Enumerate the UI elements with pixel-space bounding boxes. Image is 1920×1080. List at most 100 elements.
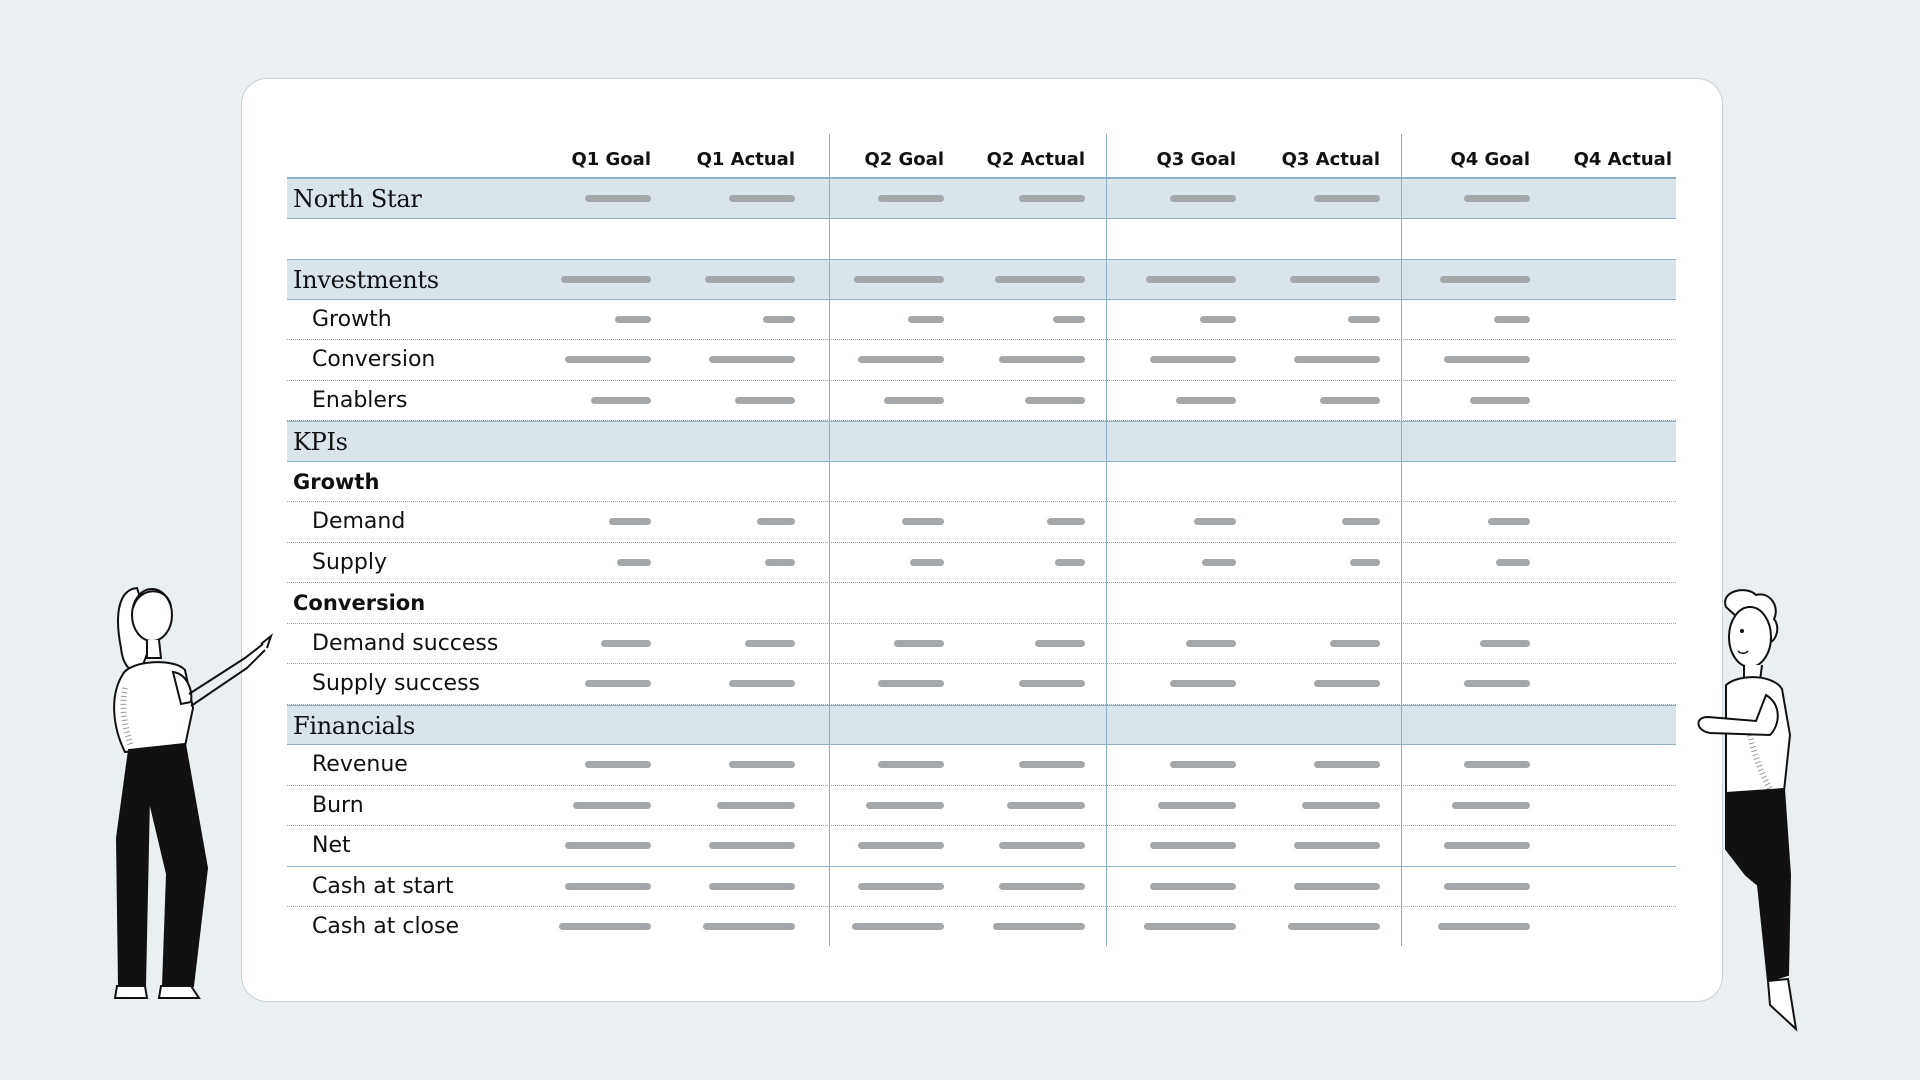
placeholder-bar	[1053, 315, 1085, 323]
placeholder-bar	[878, 195, 944, 202]
placeholder-bar	[615, 315, 651, 323]
table-row: Burn	[287, 786, 1676, 826]
placeholder-bar	[993, 923, 1085, 930]
column-header: Q3 Goal	[1156, 149, 1236, 170]
placeholder-bar	[894, 639, 944, 647]
row-label: Burn	[312, 792, 364, 818]
quarter-divider	[1401, 134, 1402, 946]
section-row: Investments	[287, 259, 1676, 300]
placeholder-bar	[709, 882, 795, 890]
placeholder-bar	[999, 842, 1085, 849]
placeholder-bar	[884, 396, 944, 404]
row-label: Supply success	[312, 671, 481, 696]
placeholder-bar	[1452, 801, 1530, 809]
placeholder-bar	[1314, 761, 1380, 768]
placeholder-bar	[1055, 558, 1085, 566]
placeholder-bar	[561, 276, 651, 283]
row-label: Demand success	[312, 630, 499, 656]
column-header: Q1 Actual	[696, 149, 795, 170]
placeholder-bar	[745, 639, 795, 647]
placeholder-bar	[1290, 276, 1380, 283]
row-label: Supply	[312, 549, 387, 575]
placeholder-bar	[852, 923, 944, 930]
placeholder-bar	[1150, 882, 1236, 890]
placeholder-bar	[729, 761, 795, 768]
placeholder-bar	[878, 761, 944, 768]
table-row: Net	[287, 826, 1676, 867]
placeholder-bar	[573, 801, 651, 809]
table-row: Supply success	[287, 664, 1676, 705]
placeholder-bar	[585, 761, 651, 768]
placeholder-bar	[1019, 761, 1085, 768]
column-header: Q4 Goal	[1450, 149, 1530, 170]
row-label: Growth	[312, 306, 392, 332]
placeholder-bar	[1170, 761, 1236, 768]
placeholder-bar	[703, 923, 795, 930]
placeholder-bar	[1200, 315, 1236, 323]
placeholder-bar	[1314, 195, 1380, 202]
placeholder-bar	[1302, 801, 1380, 809]
placeholder-bar	[1035, 639, 1085, 647]
section-row: Financials	[287, 704, 1676, 745]
placeholder-bar	[1470, 396, 1530, 404]
row-label: Cash at close	[312, 914, 460, 939]
placeholder-bar	[1350, 558, 1380, 566]
row-label: Demand	[312, 509, 406, 534]
spacer-row	[287, 219, 1676, 260]
placeholder-bar	[1480, 639, 1530, 647]
table-row: Revenue	[287, 745, 1676, 786]
table-row: Demand success	[287, 624, 1676, 664]
placeholder-bar	[1170, 680, 1236, 687]
person-holding-illustration	[1697, 589, 1798, 1032]
table-row: Cash at close	[287, 907, 1676, 948]
group-row: Growth	[287, 462, 1676, 502]
placeholder-bar	[866, 801, 944, 809]
placeholder-bar	[601, 639, 651, 647]
table-row: Enablers	[287, 381, 1676, 421]
placeholder-bar	[1444, 842, 1530, 849]
placeholder-bar	[1488, 518, 1530, 525]
row-label: Financials	[293, 711, 415, 740]
placeholder-bar	[609, 518, 651, 525]
placeholder-bar	[565, 842, 651, 849]
row-label: Investments	[293, 266, 439, 294]
row-label: Net	[312, 833, 351, 858]
placeholder-bar	[1494, 315, 1530, 323]
column-header: Q2 Goal	[864, 149, 944, 170]
quarter-divider	[829, 134, 830, 946]
placeholder-bar	[1288, 923, 1380, 930]
row-label: Revenue	[312, 752, 408, 777]
header-rule	[287, 177, 1676, 178]
placeholder-bar	[1170, 195, 1236, 202]
placeholder-bar	[858, 356, 944, 363]
placeholder-bar	[1158, 801, 1236, 809]
placeholder-bar	[1186, 639, 1236, 647]
section-row: North Star	[287, 178, 1676, 219]
placeholder-bar	[878, 680, 944, 687]
row-label: KPIs	[293, 428, 348, 456]
table-row: Supply	[287, 543, 1676, 583]
placeholder-bar	[1496, 558, 1530, 566]
placeholder-bar	[1464, 195, 1530, 202]
column-header: Q1 Goal	[571, 149, 651, 170]
placeholder-bar	[1348, 315, 1380, 323]
placeholder-bar	[1019, 680, 1085, 687]
placeholder-bar	[1007, 801, 1085, 809]
table-row: Growth	[287, 300, 1676, 340]
placeholder-bar	[585, 195, 651, 202]
row-label: Enablers	[312, 387, 408, 413]
placeholder-bar	[591, 396, 651, 404]
placeholder-bar	[1047, 518, 1085, 525]
placeholder-bar	[995, 276, 1085, 283]
placeholder-bar	[1464, 680, 1530, 687]
placeholder-bar	[1150, 356, 1236, 363]
placeholder-bar	[858, 842, 944, 849]
placeholder-bar	[999, 882, 1085, 890]
placeholder-bar	[1438, 923, 1530, 930]
placeholder-bar	[717, 801, 795, 809]
placeholder-bar	[729, 680, 795, 687]
table-row: Conversion	[287, 340, 1676, 381]
placeholder-bar	[559, 923, 651, 930]
table-row: Demand	[287, 502, 1676, 543]
placeholder-bar	[902, 518, 944, 525]
